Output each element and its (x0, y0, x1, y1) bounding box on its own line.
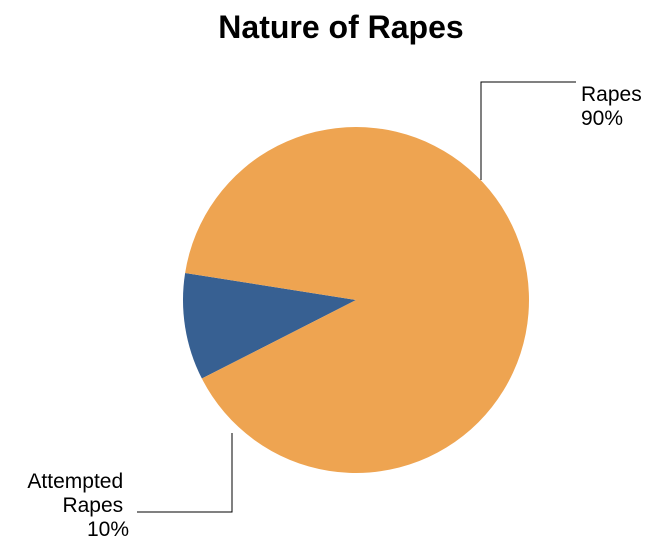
leader-line-rapes (480, 81, 576, 180)
slice-label-rapes: Rapes 90% (581, 83, 648, 130)
slice-label-attempted-rapes: Attempted Rapes 10% (27, 470, 129, 541)
pie-slices (183, 126, 530, 473)
chart-title: Nature of Rapes (218, 9, 463, 45)
pie-slice-attempted-rapes (183, 272, 356, 379)
pie-slice-rapes (185, 126, 530, 473)
leader-line-attempted-rapes (137, 433, 233, 513)
